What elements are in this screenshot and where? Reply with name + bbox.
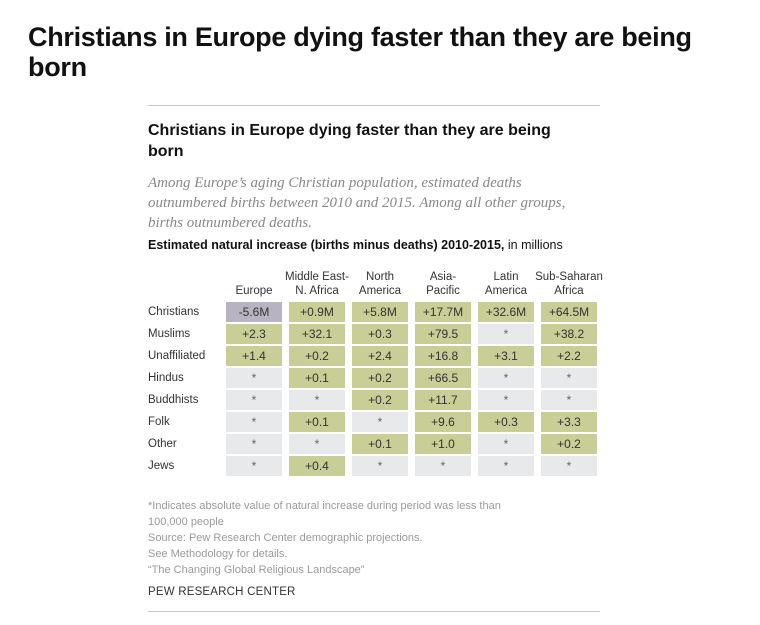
column-header: Middle East- N. Africa	[283, 270, 351, 298]
table-cell: +0.2	[289, 346, 345, 366]
row-label: Folk	[148, 416, 170, 428]
chart-title: Christians in Europe dying faster than t…	[148, 122, 551, 160]
column-header-line: Europe	[235, 285, 273, 297]
table-cell: +2.4	[352, 346, 408, 366]
table-cell: +9.6	[415, 412, 471, 432]
methodology-line: See Methodology for details.	[148, 548, 288, 560]
table-cell: *	[352, 456, 408, 476]
table-cell: +0.1	[289, 412, 345, 432]
source-line: Source: Pew Research Center demographic …	[148, 532, 423, 544]
bottom-divider	[148, 611, 600, 612]
table-cell: +3.1	[478, 346, 534, 366]
table-cell: +1.4	[226, 346, 282, 366]
table-title: Estimated natural increase (births minus…	[148, 238, 608, 252]
column-header-line: Sub-Saharan	[535, 271, 603, 283]
table-cell: +0.9M	[289, 302, 345, 322]
table-cell: *	[478, 434, 534, 454]
column-header-line: America	[358, 285, 402, 297]
top-divider	[148, 105, 600, 106]
chart-subtitle: Among Europe’s aging Christian populatio…	[148, 175, 566, 231]
column-header: Sub-Saharan Africa	[535, 270, 603, 298]
table-cell: +64.5M	[541, 302, 597, 322]
table-cell: *	[478, 324, 534, 344]
column-header: Latin America	[472, 270, 540, 298]
table-cell: *	[289, 434, 345, 454]
column-header-line: Africa	[554, 285, 584, 297]
table-cell: +0.4	[289, 456, 345, 476]
table-cell: *	[226, 412, 282, 432]
table-cell: +38.2	[541, 324, 597, 344]
row-label: Christians	[148, 306, 200, 318]
table-cell: +16.8	[415, 346, 471, 366]
row-label: Buddhists	[148, 394, 199, 406]
table-cell: *	[478, 456, 534, 476]
table-cell: +1.0	[415, 434, 471, 454]
row-label: Jews	[148, 460, 175, 472]
table-title-main: Estimated natural increase (births minus…	[148, 238, 505, 252]
table-cell: +11.7	[415, 390, 471, 410]
column-header-line: Pacific	[426, 285, 460, 297]
row-label: Hindus	[148, 372, 184, 384]
table-cell: *	[415, 456, 471, 476]
table-cell: +3.3	[541, 412, 597, 432]
table-cell: *	[541, 456, 597, 476]
column-header: North America	[346, 270, 414, 298]
column-header: Asia- Pacific	[409, 270, 477, 298]
table-cell: +17.7M	[415, 302, 471, 322]
table-cell: +0.1	[289, 368, 345, 388]
table-cell: -5.6M	[226, 302, 282, 322]
brand-logo-text: PEW RESEARCH CENTER	[148, 586, 296, 598]
row-label: Other	[148, 438, 177, 450]
table-cell: +66.5	[415, 368, 471, 388]
column-header-line	[220, 270, 288, 284]
column-header-line: America	[484, 285, 528, 297]
table-cell: +0.2	[352, 368, 408, 388]
table-cell: *	[541, 390, 597, 410]
table-cell: +79.5	[415, 324, 471, 344]
table-cell: +0.2	[541, 434, 597, 454]
column-header-line: Latin	[493, 271, 519, 283]
table-cell: +32.1	[289, 324, 345, 344]
footnote-line: 100,000 people	[148, 516, 224, 528]
footnote-line: *Indicates absolute value of natural inc…	[148, 500, 501, 512]
table-cell: +5.8M	[352, 302, 408, 322]
table-cell: +2.3	[226, 324, 282, 344]
column-header-line: N. Africa	[295, 285, 339, 297]
table-title-unit: in millions	[504, 238, 563, 252]
table-cell: *	[289, 390, 345, 410]
table-cell: *	[226, 390, 282, 410]
table-cell: +0.2	[352, 390, 408, 410]
table-cell: *	[541, 368, 597, 388]
table-cell: *	[478, 390, 534, 410]
table-cell: +0.1	[352, 434, 408, 454]
table-cell: +0.3	[352, 324, 408, 344]
column-header-line: Middle East-	[285, 271, 349, 283]
table-cell: *	[478, 368, 534, 388]
table-cell: +0.3	[478, 412, 534, 432]
row-label: Unaffiliated	[148, 350, 206, 362]
table-cell: *	[352, 412, 408, 432]
footnotes: *Indicates absolute value of natural inc…	[148, 498, 608, 578]
table-cell: *	[226, 434, 282, 454]
column-header: Europe	[220, 270, 288, 298]
table-cell: *	[226, 368, 282, 388]
table-cell: +32.6M	[478, 302, 534, 322]
column-header-line: Asia-	[429, 271, 457, 283]
table-cell: *	[226, 456, 282, 476]
report-title-line: “The Changing Global Religious Landscape…	[148, 564, 365, 576]
table-cell: +2.2	[541, 346, 597, 366]
column-header-line: North	[365, 271, 395, 283]
row-label: Muslims	[148, 328, 191, 340]
page-title: Christians in Europe dying faster than t…	[28, 22, 692, 82]
